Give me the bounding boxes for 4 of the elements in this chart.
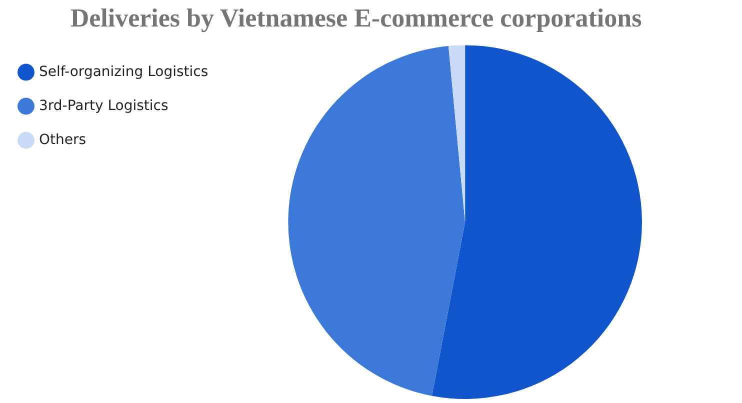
legend-label: 3rd-Party Logistics [39,98,168,114]
chart-title: Deliveries by Vietnamese E-commerce corporations [70,3,642,32]
legend-label: Self-organizing Logistics [39,64,208,80]
legend-label: Others [39,132,86,148]
